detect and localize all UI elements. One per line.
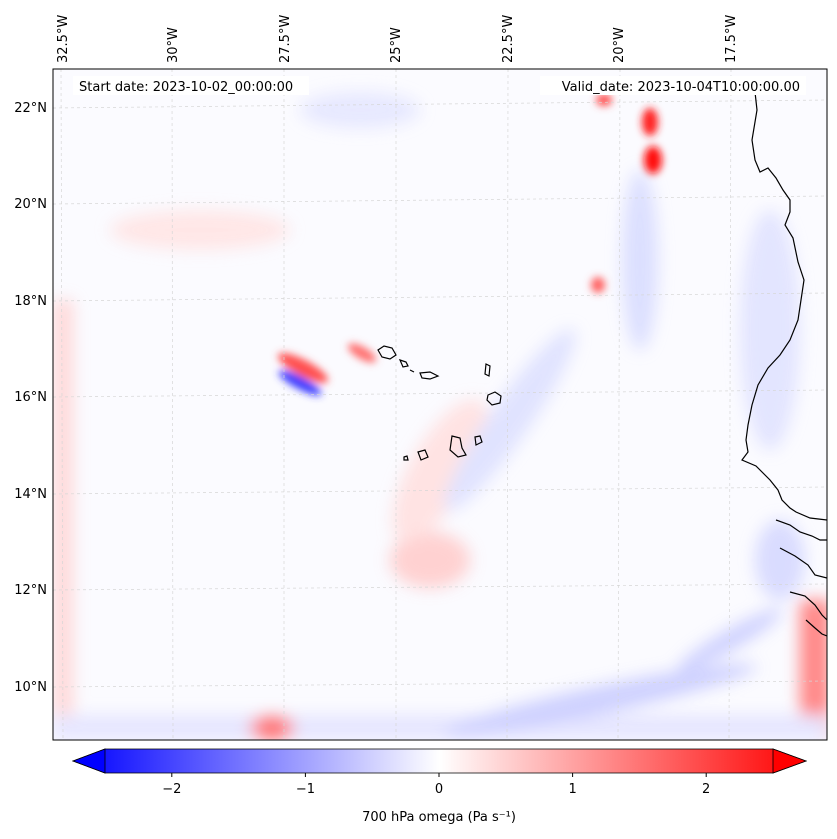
lon-label-20w: 20°W bbox=[612, 27, 627, 63]
maio-island bbox=[474, 435, 483, 446]
lat-label-20n: 20°N bbox=[14, 197, 47, 212]
santa-luzia-island bbox=[409, 369, 415, 373]
sao-nicolau-island bbox=[419, 371, 440, 380]
map-panel: Start date: 2023-10-02_00:00:00 Valid_da… bbox=[14, 15, 828, 741]
gridlines bbox=[53, 69, 827, 740]
colorbar-tick-label: −1 bbox=[296, 782, 315, 797]
santiago-island bbox=[449, 435, 467, 458]
colorbar-tick-label: −2 bbox=[162, 782, 181, 797]
valid-date-label: Valid_date: 2023-10-04T10:00:00.00 bbox=[562, 80, 800, 95]
sierra-leone-coast bbox=[805, 619, 827, 637]
boa-vista-island bbox=[486, 391, 502, 406]
colorbar-tick-label: 0 bbox=[435, 782, 443, 797]
colorbar-max-arrow bbox=[772, 748, 808, 774]
latitude-labels: 22°N 20°N 18°N 16°N 14°N 12°N 10°N bbox=[14, 101, 47, 695]
colorbar-ticks: −2 −1 0 1 2 bbox=[162, 773, 710, 797]
colorbar-min-arrow bbox=[71, 748, 106, 774]
lon-label-25w: 25°W bbox=[389, 27, 404, 63]
lat-label-10n: 10°N bbox=[14, 680, 47, 695]
colorbar-tick-label: 1 bbox=[568, 782, 576, 797]
lon-label-30w: 30°W bbox=[166, 27, 181, 63]
lon-label-17.5w: 17.5°W bbox=[724, 15, 739, 63]
west-africa-coastline bbox=[741, 91, 827, 521]
lat-label-18n: 18°N bbox=[14, 294, 47, 309]
valid-label-box bbox=[540, 76, 806, 95]
map-frame bbox=[52, 68, 828, 741]
sal-island bbox=[484, 363, 491, 377]
lat-label-12n: 12°N bbox=[14, 583, 47, 598]
lon-label-22.5w: 22.5°W bbox=[501, 15, 516, 63]
fogo-island bbox=[417, 449, 429, 461]
coastlines bbox=[377, 91, 827, 637]
gambia-coast bbox=[775, 519, 827, 541]
sao-vicente-island bbox=[398, 359, 409, 368]
lon-label-27.5w: 27.5°W bbox=[278, 15, 293, 63]
colorbar-bar bbox=[71, 748, 808, 774]
omega-field bbox=[53, 92, 827, 740]
map-background bbox=[53, 69, 827, 740]
guinea-coast bbox=[789, 591, 827, 621]
santo-antao-island bbox=[377, 345, 397, 360]
colorbar-label: 700 hPa omega (Pa s⁻¹) bbox=[362, 810, 516, 825]
brava-island bbox=[403, 455, 409, 461]
lat-label-16n: 16°N bbox=[14, 390, 47, 405]
lat-label-14n: 14°N bbox=[14, 487, 47, 502]
start-label-box bbox=[73, 76, 309, 95]
colorbar: −2 −1 0 1 2 700 hPa omega (Pa s⁻¹) bbox=[71, 748, 808, 825]
start-date-label: Start date: 2023-10-02_00:00:00 bbox=[79, 80, 293, 95]
lat-label-22n: 22°N bbox=[14, 101, 47, 116]
colorbar-tick-label: 2 bbox=[702, 782, 710, 797]
longitude-labels: 32.5°W 30°W 27.5°W 25°W 22.5°W 20°W 17.5… bbox=[56, 15, 739, 63]
guinea-bissau-coast bbox=[779, 547, 827, 579]
lon-label-32.5w: 32.5°W bbox=[56, 15, 71, 63]
